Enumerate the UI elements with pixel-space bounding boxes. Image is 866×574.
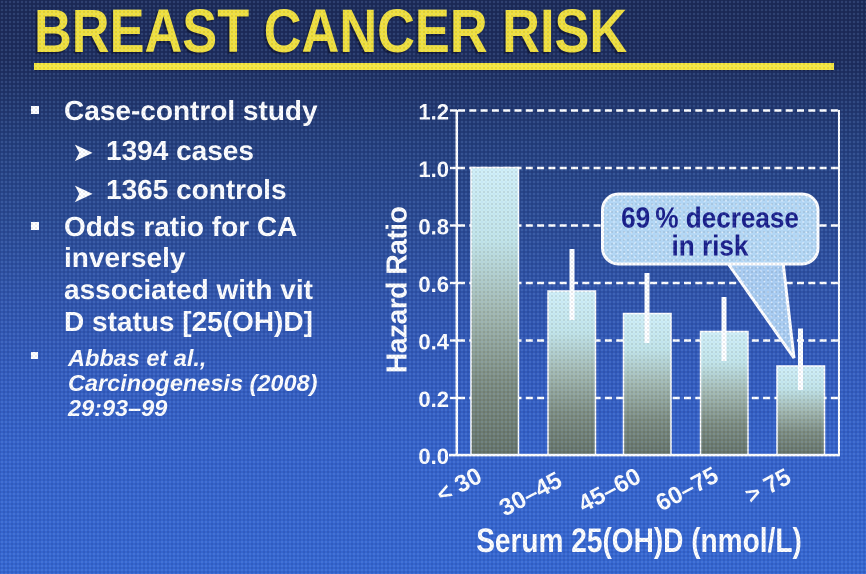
svg-text:1.2: 1.2 xyxy=(418,100,449,125)
svg-text:1.0: 1.0 xyxy=(418,157,449,182)
svg-text:Hazard Ratio: Hazard Ratio xyxy=(382,207,414,374)
svg-text:> 75: > 75 xyxy=(741,463,796,509)
svg-text:< 30: < 30 xyxy=(432,462,487,508)
svg-text:0.2: 0.2 xyxy=(418,387,449,412)
svg-text:Serum 25(OH)D (nmol/L): Serum 25(OH)D (nmol/L) xyxy=(476,521,802,559)
svg-text:30–45: 30–45 xyxy=(495,467,567,522)
svg-text:60–75: 60–75 xyxy=(651,462,723,517)
svg-text:0.8: 0.8 xyxy=(418,215,449,240)
svg-text:45–60: 45–60 xyxy=(574,463,646,518)
svg-text:in risk: in risk xyxy=(672,229,749,262)
svg-text:0.0: 0.0 xyxy=(418,444,449,469)
svg-text:0.6: 0.6 xyxy=(418,272,449,297)
svg-text:69 % decrease: 69 % decrease xyxy=(621,201,799,234)
svg-text:0.4: 0.4 xyxy=(418,330,449,355)
